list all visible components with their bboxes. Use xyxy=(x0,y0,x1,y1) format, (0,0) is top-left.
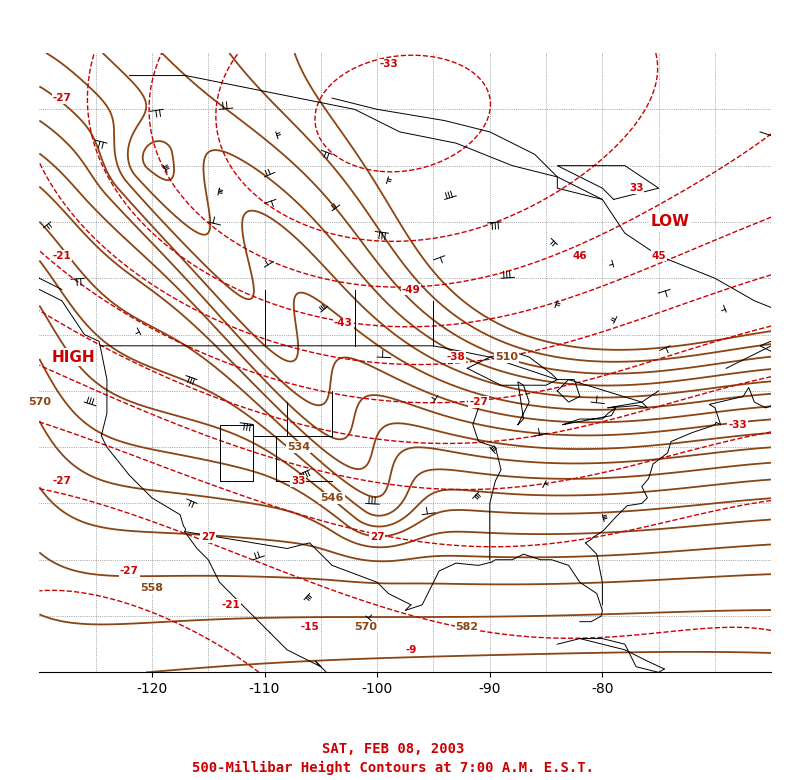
Text: -15: -15 xyxy=(300,622,319,633)
Text: -27: -27 xyxy=(53,476,72,486)
Text: 570: 570 xyxy=(28,397,51,407)
Text: 46: 46 xyxy=(572,250,587,261)
Text: -9: -9 xyxy=(405,645,416,655)
Text: -27: -27 xyxy=(120,566,139,576)
Text: -27: -27 xyxy=(53,93,72,103)
Text: 546: 546 xyxy=(320,493,344,503)
Text: -27: -27 xyxy=(469,397,488,407)
Text: -21: -21 xyxy=(53,250,72,261)
Text: -43: -43 xyxy=(334,318,353,328)
Text: 500-Millibar Height Contours at 7:00 A.M. E.S.T.: 500-Millibar Height Contours at 7:00 A.M… xyxy=(193,761,594,775)
Text: -21: -21 xyxy=(221,600,240,610)
Text: 570: 570 xyxy=(354,622,378,633)
Text: 534: 534 xyxy=(286,442,310,452)
Text: 45: 45 xyxy=(652,250,666,261)
Text: 558: 558 xyxy=(140,583,164,593)
Text: 27: 27 xyxy=(201,532,216,542)
Text: -38: -38 xyxy=(446,352,465,362)
Text: LOW: LOW xyxy=(650,215,689,229)
Text: -33: -33 xyxy=(728,420,747,430)
Text: 33: 33 xyxy=(629,183,644,193)
Text: 27: 27 xyxy=(370,532,385,542)
Text: 582: 582 xyxy=(456,622,478,633)
Text: HIGH: HIGH xyxy=(51,349,95,364)
Text: -49: -49 xyxy=(401,285,420,295)
Text: SAT, FEB 08, 2003: SAT, FEB 08, 2003 xyxy=(323,742,464,756)
Text: 33: 33 xyxy=(291,476,305,486)
Text: 510: 510 xyxy=(495,352,518,362)
Text: -33: -33 xyxy=(379,59,397,69)
